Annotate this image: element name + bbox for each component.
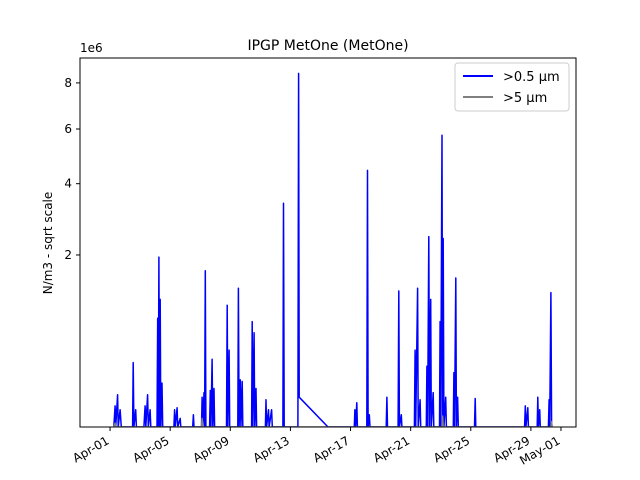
plot-area-frame: [79, 57, 577, 428]
x-tick-label: Apr-01: [70, 433, 111, 465]
y-axis-label: N/m3 - sqrt scale: [41, 192, 55, 295]
chart-title: IPGP MetOne (MetOne): [247, 38, 408, 54]
y-tick-label: 6: [64, 122, 72, 136]
y-tick-label: 8: [64, 76, 72, 90]
x-tick-label: Apr-05: [130, 433, 171, 465]
legend-label-0: >0.5 µm: [503, 70, 560, 85]
x-tick-label: Apr-09: [191, 433, 232, 465]
legend: >0.5 µm >5 µm: [454, 62, 570, 112]
x-tick-label: Apr-17: [311, 433, 352, 465]
y-tick-label: 2: [64, 248, 72, 262]
x-tick-label: Apr-21: [371, 433, 412, 465]
y-multiplier-label: 1e6: [80, 41, 103, 55]
series-line-0: [113, 72, 553, 427]
axes-layer: Apr-01 Apr-05 Apr-09 Apr-13 Apr-17 Apr-21 Apr-…: [64, 76, 562, 468]
x-tick-label: Apr-25: [431, 433, 472, 465]
y-tick-label: 4: [64, 177, 72, 191]
series-line-1: [113, 415, 553, 427]
x-tick-label: Apr-13: [251, 433, 292, 465]
legend-label-1: >5 µm: [503, 91, 547, 106]
series-layer: [113, 72, 553, 427]
